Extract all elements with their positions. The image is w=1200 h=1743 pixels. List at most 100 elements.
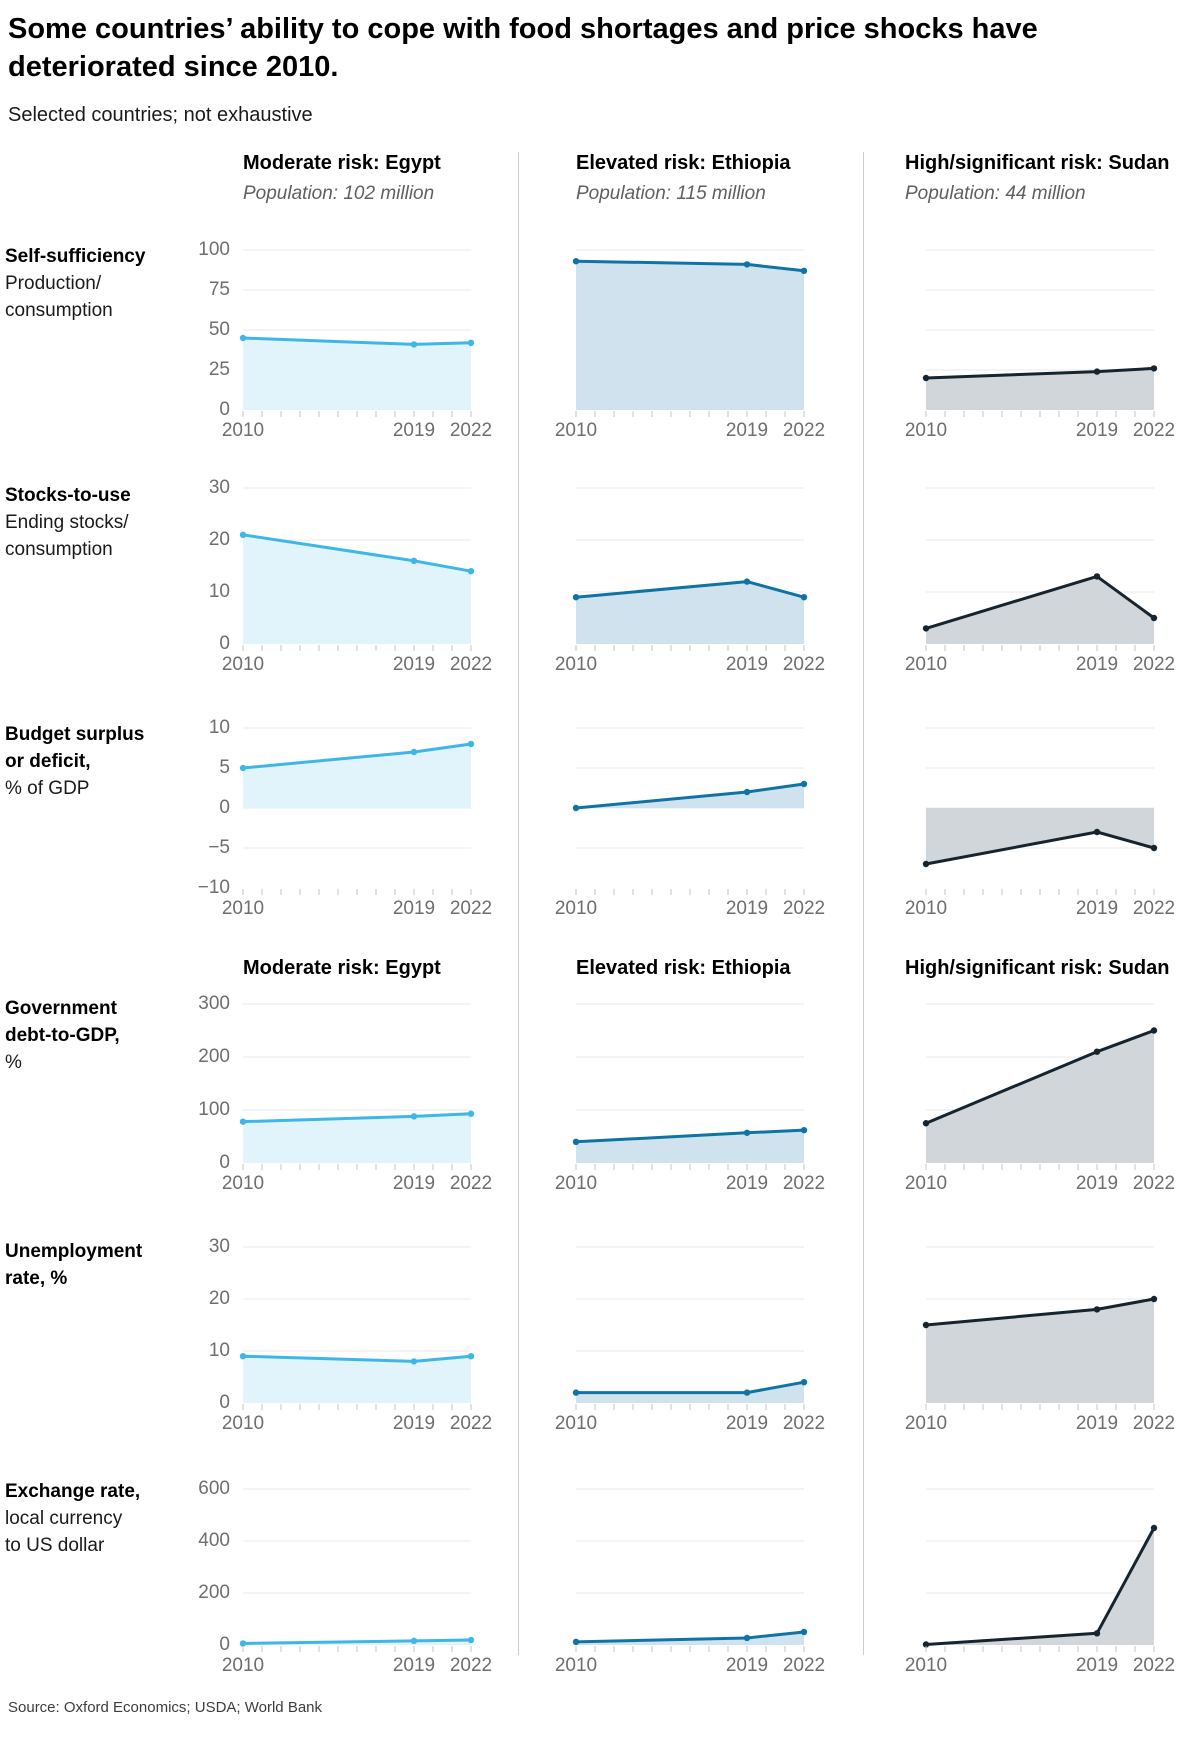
data-point	[743, 1389, 751, 1396]
area-fill	[926, 1299, 1154, 1403]
x-axis-label: 2022	[449, 898, 493, 919]
x-axis-label: 2022	[1132, 1413, 1176, 1434]
y-axis-label: 20	[208, 1288, 230, 1309]
data-point	[239, 764, 247, 772]
x-axis-label: 2010	[221, 898, 265, 919]
x-axis-label: 2010	[221, 1655, 265, 1676]
data-point	[239, 1640, 247, 1647]
data-point	[467, 1110, 475, 1117]
data-point	[410, 748, 418, 756]
y-axis-label: 600	[198, 1478, 230, 1499]
data-point	[1093, 368, 1101, 375]
x-axis-label: 2010	[221, 1173, 265, 1194]
y-axis-label: −10	[197, 877, 230, 898]
row-label-subline: %	[5, 1052, 22, 1073]
x-axis-label: 2022	[1132, 1655, 1176, 1676]
data-point	[922, 1120, 930, 1127]
row-label: Stocks-to-use Ending stocks/consumption	[5, 482, 180, 563]
data-point	[572, 258, 580, 265]
x-axis-label: 2010	[554, 420, 598, 441]
column-header-sudan: High/significant risk: Sudan	[905, 152, 1170, 174]
row-label-line: Exchange rate,	[5, 1481, 141, 1502]
x-axis-label: 2019	[392, 654, 436, 675]
x-axis-label: 2019	[1075, 1173, 1119, 1194]
row-label-line: Budget surplus	[5, 724, 145, 745]
y-axis-label: 100	[198, 239, 230, 260]
row-label-subline: local currency	[5, 1508, 123, 1529]
x-axis-label: 2010	[904, 654, 948, 675]
x-axis-label: 2010	[554, 654, 598, 675]
data-point	[800, 780, 808, 788]
area-fill	[926, 368, 1154, 410]
x-axis-label: 2022	[1132, 654, 1176, 675]
data-point	[1150, 844, 1158, 852]
row-label-line: or deficit,	[5, 751, 91, 772]
x-axis-label: 2010	[904, 1413, 948, 1434]
x-axis-label: 2019	[1075, 898, 1119, 919]
data-point	[467, 568, 475, 575]
data-point	[1093, 573, 1101, 580]
row-label-line: Self-sufficiency	[5, 246, 146, 267]
area-fill	[576, 784, 804, 808]
row-label: Government debt-to-GDP,%	[5, 995, 180, 1076]
x-axis-label: 2019	[392, 420, 436, 441]
data-point	[239, 1118, 247, 1125]
column-header-egypt-repeat: Moderate risk: Egypt	[243, 957, 441, 979]
x-axis-label: 2019	[725, 1655, 769, 1676]
data-point	[572, 1389, 580, 1396]
x-axis-label: 2010	[904, 898, 948, 919]
data-point	[922, 1321, 930, 1329]
row-label-subline: consumption	[5, 300, 113, 321]
data-point	[743, 1634, 751, 1642]
y-axis-label: 0	[219, 633, 230, 654]
x-axis-label: 2019	[392, 1173, 436, 1194]
row-label-line: Government	[5, 998, 117, 1019]
x-axis-label: 2022	[449, 420, 493, 441]
x-axis-label: 2019	[392, 898, 436, 919]
row-label-subline: to US dollar	[5, 1535, 105, 1556]
y-axis-label: 0	[219, 797, 230, 818]
y-axis-label: 300	[198, 993, 230, 1014]
data-point	[1093, 1048, 1101, 1055]
y-axis-label: 30	[208, 477, 230, 498]
data-point	[743, 788, 751, 796]
x-axis-label: 2022	[1132, 898, 1176, 919]
page-title: Some countries’ ability to cope with foo…	[8, 13, 1038, 83]
x-axis-label: 2019	[1075, 420, 1119, 441]
x-axis-label: 2022	[782, 420, 826, 441]
y-axis-label: 200	[198, 1582, 230, 1603]
data-point	[743, 1129, 751, 1136]
x-axis-label: 2022	[449, 1173, 493, 1194]
x-axis-label: 2022	[1132, 1173, 1176, 1194]
data-point	[572, 1638, 580, 1646]
column-population-sudan: Population: 44 million	[905, 183, 1086, 204]
data-point	[800, 1126, 808, 1134]
area-fill	[243, 1356, 471, 1403]
x-axis-label: 2019	[725, 898, 769, 919]
y-axis-label: 30	[208, 1236, 230, 1257]
data-point	[572, 1138, 580, 1146]
row-label-line: Stocks-to-use	[5, 485, 131, 506]
column-population-egypt: Population: 102 million	[243, 183, 435, 204]
data-point	[1093, 828, 1101, 836]
data-point	[1093, 1630, 1101, 1637]
y-axis-label: 200	[198, 1046, 230, 1067]
x-axis-label: 2010	[221, 420, 265, 441]
x-axis-label: 2019	[1075, 1413, 1119, 1434]
y-axis-label: 20	[208, 529, 230, 550]
data-point	[922, 860, 930, 868]
x-axis-label: 2010	[904, 1655, 948, 1676]
data-point	[410, 1113, 418, 1120]
x-axis-label: 2010	[554, 1655, 598, 1676]
data-point	[1150, 365, 1158, 372]
row-label-line: debt-to-GDP,	[5, 1025, 120, 1046]
data-point	[410, 1358, 418, 1365]
column-header-sudan-repeat: High/significant risk: Sudan	[905, 957, 1170, 979]
area-fill	[576, 581, 804, 644]
data-point	[800, 267, 808, 274]
row-label-subline: % of GDP	[5, 778, 90, 799]
y-axis-label: 100	[198, 1099, 230, 1120]
data-point	[467, 1636, 475, 1644]
y-axis-label: 0	[219, 1634, 230, 1655]
area-fill	[926, 808, 1154, 864]
